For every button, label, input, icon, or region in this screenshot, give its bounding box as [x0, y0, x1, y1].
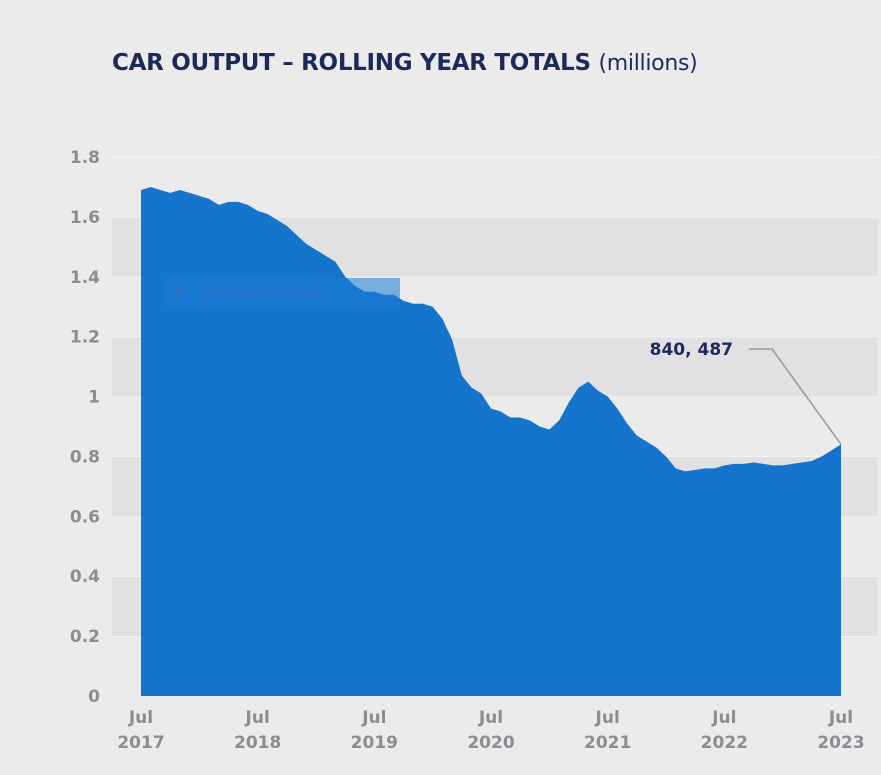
x-tick-year: 2020: [467, 733, 514, 753]
annotation: 840, 487: [650, 340, 842, 445]
x-tick-month: Jul: [128, 708, 153, 728]
chart-title-main: CAR OUTPUT – ROLLING YEAR TOTALS: [112, 50, 591, 76]
x-tick-year: 2022: [701, 733, 748, 753]
annotation-leader-line: [749, 348, 842, 445]
y-tick-label: 0.8: [70, 447, 100, 467]
snip-overlay: Rectangular Snip: [164, 278, 400, 306]
y-tick-label: 0: [88, 687, 100, 707]
x-tick-month: Jul: [245, 708, 270, 728]
y-tick-label: 1.8: [70, 148, 100, 168]
y-axis-ticks: 0 0.2 0.4 0.6 0.8 1 1.2 1.4 1.6 1.8: [70, 148, 100, 707]
x-tick-year: 2018: [234, 733, 281, 753]
y-tick-label: 0.4: [70, 567, 100, 587]
area-series: [141, 186, 841, 696]
x-tick-month: Jul: [828, 708, 853, 728]
area-layer: [141, 186, 841, 696]
y-tick-label: 1.4: [70, 268, 100, 288]
chart-title: CAR OUTPUT – ROLLING YEAR TOTALS (millio…: [112, 50, 698, 76]
x-tick-year: 2021: [584, 733, 631, 753]
x-axis-ticks: Jul 2017 Jul 2018 Jul 2019 Jul 2020 Jul 2021 Jul 20…: [117, 708, 864, 753]
x-tick-year: 2019: [351, 733, 398, 753]
y-tick-label: 1.2: [70, 328, 100, 348]
snip-overlay-box: [164, 278, 400, 306]
snip-overlay-bullet-icon: [176, 288, 184, 296]
x-tick-month: Jul: [361, 708, 386, 728]
annotation-label: 840, 487: [650, 340, 733, 360]
y-tick-label: 0.6: [70, 507, 100, 527]
y-tick-label: 0.2: [70, 627, 100, 647]
x-tick-month: Jul: [478, 708, 503, 728]
x-tick-month: Jul: [595, 708, 620, 728]
x-tick-year: 2017: [117, 733, 164, 753]
y-tick-label: 1: [88, 388, 100, 408]
y-tick-label: 1.6: [70, 208, 100, 228]
chart-title-unit: (millions): [598, 51, 698, 76]
snip-overlay-label: Rectangular Snip: [205, 285, 320, 302]
x-tick-year: 2023: [817, 733, 864, 753]
x-tick-month: Jul: [711, 708, 736, 728]
